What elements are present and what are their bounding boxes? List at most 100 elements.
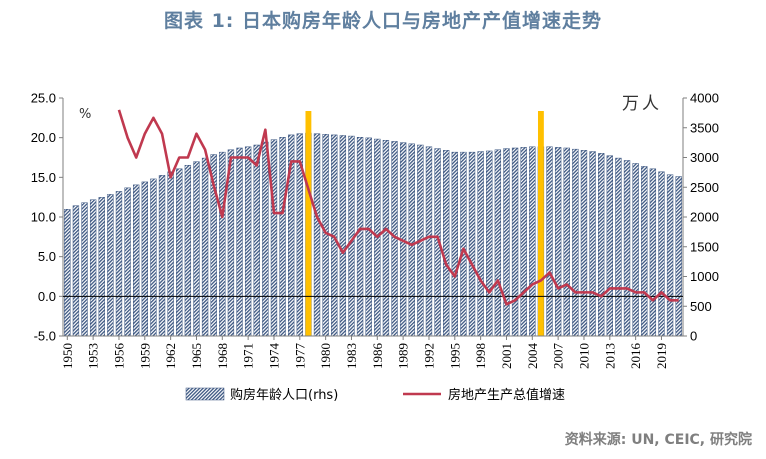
highlight-bars xyxy=(305,111,544,336)
population-bar xyxy=(572,148,579,337)
population-bar xyxy=(486,150,493,337)
population-bar xyxy=(649,168,657,337)
right-tick-label: 2500 xyxy=(690,180,719,195)
population-bar xyxy=(193,161,200,337)
population-bar xyxy=(356,137,364,337)
population-bar xyxy=(460,151,467,337)
x-tick-label: 1983 xyxy=(344,343,359,369)
population-bar xyxy=(64,209,71,337)
x-tick-label: 2004 xyxy=(525,343,540,370)
x-tick-label: 1998 xyxy=(473,343,488,369)
highlight-bar-1978 xyxy=(305,111,312,336)
right-tick-label: 1000 xyxy=(690,269,719,284)
x-tick-label: 1953 xyxy=(86,343,101,369)
left-tick-label: 20.0 xyxy=(31,130,56,145)
population-bar xyxy=(253,144,260,337)
population-bar xyxy=(81,202,88,337)
population-bar xyxy=(477,151,484,337)
population-bar xyxy=(563,147,570,337)
right-tick-label: 3500 xyxy=(690,120,719,135)
x-tick-label: 1974 xyxy=(266,343,281,370)
population-bar xyxy=(425,146,433,337)
population-bar xyxy=(503,148,510,337)
population-bar xyxy=(529,146,536,337)
x-tick-label: 2001 xyxy=(499,343,514,369)
population-bar xyxy=(72,205,80,337)
population-bar xyxy=(279,137,286,337)
population-bar xyxy=(244,146,252,337)
population-bar xyxy=(219,151,226,337)
population-bar xyxy=(158,175,166,337)
right-tick-label: 3000 xyxy=(690,150,719,165)
population-bar xyxy=(615,157,622,337)
population-bar xyxy=(184,164,192,337)
population-bar xyxy=(176,168,183,337)
right-tick-label: 4000 xyxy=(690,91,719,106)
x-tick-label: 2019 xyxy=(654,343,669,369)
right-tick-label: 0 xyxy=(690,329,697,344)
source-note: 资料来源: UN, CEIC, 研究院 xyxy=(564,432,752,448)
x-tick-label: 1971 xyxy=(241,343,256,369)
population-bar xyxy=(623,160,631,337)
population-bar xyxy=(98,197,105,337)
x-tick-label: 1992 xyxy=(421,343,436,369)
population-bar xyxy=(201,157,209,337)
left-tick-label: 0.0 xyxy=(38,289,56,304)
population-bar xyxy=(115,191,123,337)
population-bar xyxy=(520,147,527,337)
legend: 购房年龄人口(rhs) 房地产生产总值增速 xyxy=(185,387,565,403)
population-bar xyxy=(107,194,114,337)
x-tick-label: 1986 xyxy=(370,343,385,370)
population-bar xyxy=(606,155,613,337)
population-bar xyxy=(408,143,415,337)
left-tick-label: 25.0 xyxy=(31,91,56,106)
population-bar xyxy=(641,166,648,337)
x-tick-label: 1968 xyxy=(215,343,230,369)
x-tick-label: 1962 xyxy=(163,343,178,369)
x-tick-label: 1977 xyxy=(292,343,307,370)
x-tick-label: 2010 xyxy=(576,343,591,369)
highlight-bar-2005 xyxy=(537,111,544,336)
x-tick-label: 2016 xyxy=(628,343,643,370)
population-bar xyxy=(632,163,639,337)
population-bar xyxy=(546,146,553,337)
population-bar xyxy=(382,139,390,337)
population-bar xyxy=(339,135,347,337)
population-bar xyxy=(262,141,269,337)
axes: -5.0 0.0 5.0 10.0 15.0 20.0 25.0 0 500 1000 1500 20… xyxy=(31,91,719,370)
growth-line-layer xyxy=(117,109,679,306)
population-bar xyxy=(141,181,148,337)
legend-bar-label: 购房年龄人口(rhs) xyxy=(230,387,338,403)
right-tick-label: 2000 xyxy=(690,210,719,225)
population-bar xyxy=(89,199,97,337)
right-tick-label: 1500 xyxy=(690,239,719,254)
population-bar xyxy=(589,151,596,337)
x-tick-label: 1980 xyxy=(318,343,333,369)
left-tick-label: -5.0 xyxy=(34,329,56,344)
population-bar xyxy=(167,171,174,337)
x-tick-label: 1959 xyxy=(137,343,152,369)
left-tick-label: 10.0 xyxy=(31,210,56,225)
population-bar xyxy=(236,147,243,337)
x-tick-label: 1950 xyxy=(60,343,75,369)
x-tick-label: 1965 xyxy=(189,343,204,369)
population-bar xyxy=(580,150,588,337)
population-bar xyxy=(494,149,502,337)
population-bar xyxy=(124,187,131,337)
population-bar xyxy=(468,151,476,337)
population-bar xyxy=(666,174,674,337)
population-bar xyxy=(598,153,605,337)
population-bar xyxy=(443,150,450,337)
left-tick-label: 15.0 xyxy=(31,170,56,185)
population-bar xyxy=(451,151,458,337)
chart-title: 图表 1: 日本购房年龄人口与房地产产值增速走势 xyxy=(163,10,603,32)
left-tick-label: 5.0 xyxy=(38,249,56,264)
x-tick-label: 1995 xyxy=(447,343,462,369)
population-bar xyxy=(270,139,278,337)
x-tick-label: 2007 xyxy=(551,343,566,370)
population-bar xyxy=(554,147,562,337)
population-bar xyxy=(675,176,682,337)
legend-line-label: 房地产生产总值增速 xyxy=(448,387,565,403)
population-bar xyxy=(511,147,519,337)
